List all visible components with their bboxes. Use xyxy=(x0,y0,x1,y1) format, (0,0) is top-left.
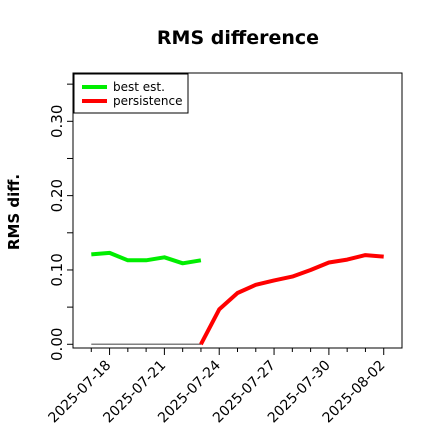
legend-label: best est. xyxy=(113,80,165,94)
series-line-persistence xyxy=(199,253,384,346)
series-line-best-est xyxy=(91,250,202,266)
legend: best est.persistence xyxy=(73,73,189,114)
y-tick-label: 0.00 xyxy=(48,328,66,361)
y-tick-label: 0.20 xyxy=(48,179,66,212)
y-tick-label: 0.30 xyxy=(48,105,66,138)
x-axis: 2025-07-182025-07-212025-07-242025-07-27… xyxy=(46,348,389,426)
plot-frame xyxy=(72,72,403,349)
y-axis: 0.00 0.10 0.20 0.30 xyxy=(48,83,73,361)
chart-title: RMS difference xyxy=(157,27,319,49)
legend-label: persistence xyxy=(113,94,182,108)
series-layer xyxy=(91,250,384,346)
y-tick-label: 0.10 xyxy=(48,253,66,286)
legend-box xyxy=(73,73,189,114)
y-axis-label: RMS diff. xyxy=(5,174,23,250)
